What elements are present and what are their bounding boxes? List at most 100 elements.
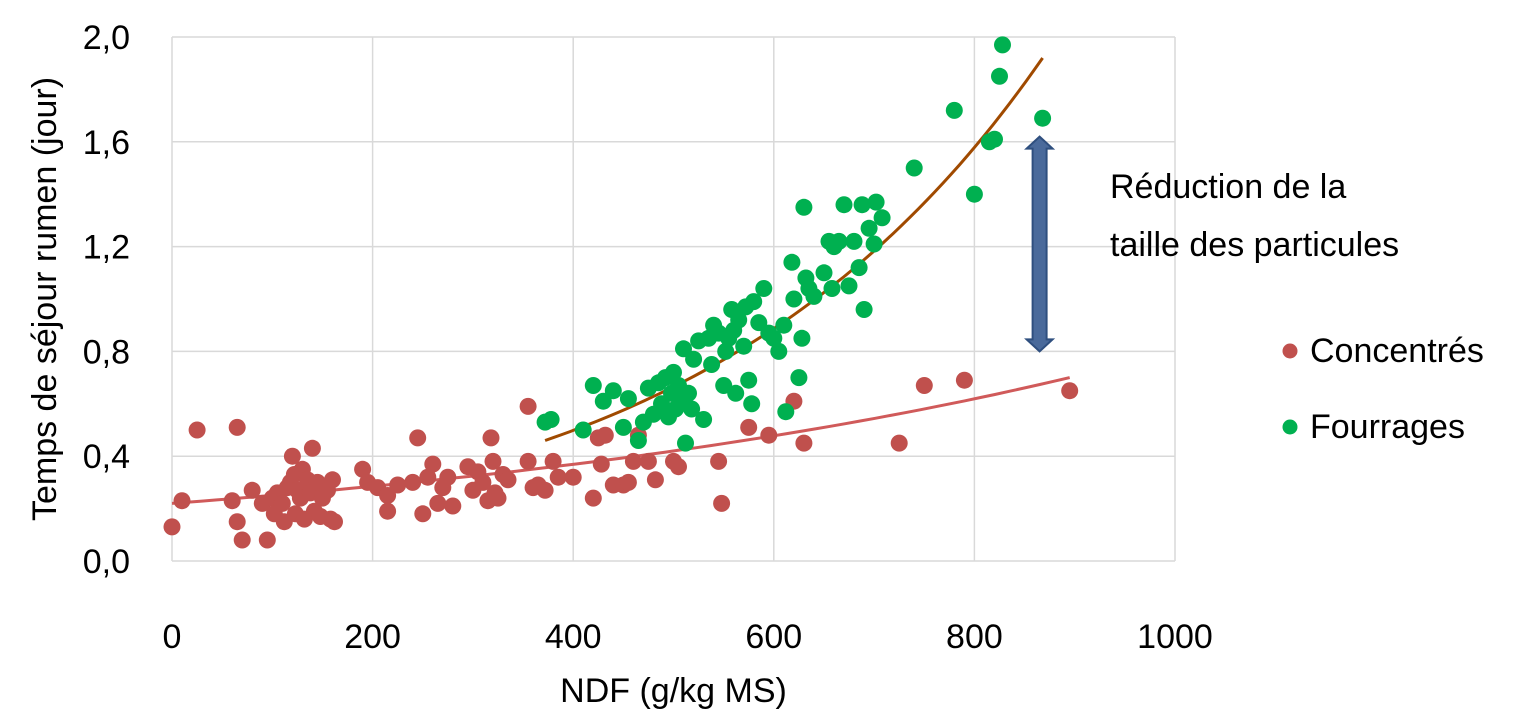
- data-point: [835, 196, 853, 214]
- data-points: [163, 36, 1079, 549]
- data-point: [845, 232, 863, 250]
- data-point: [484, 452, 502, 470]
- data-point: [584, 489, 602, 507]
- data-point: [243, 481, 261, 499]
- data-point: [549, 468, 567, 486]
- data-point: [713, 494, 731, 512]
- legend-marker-1: [1282, 343, 1298, 359]
- data-point: [905, 159, 923, 177]
- data-point: [228, 513, 246, 531]
- x-tick-label: 800: [946, 618, 1003, 656]
- data-point: [379, 487, 397, 504]
- data-point: [574, 421, 592, 439]
- data-point: [865, 235, 883, 253]
- data-point: [755, 280, 773, 297]
- data-point: [324, 471, 341, 489]
- data-point: [994, 36, 1011, 54]
- data-point: [795, 434, 813, 452]
- data-point: [955, 371, 973, 389]
- data-point: [770, 342, 788, 360]
- data-point: [604, 382, 622, 400]
- y-tick-label: 1,2: [83, 229, 130, 267]
- data-point: [519, 452, 537, 470]
- data-point: [414, 505, 432, 523]
- data-point: [629, 432, 647, 449]
- x-axis-title: NDF (g/kg MS): [560, 672, 787, 710]
- data-point: [439, 468, 457, 486]
- data-point: [542, 411, 560, 428]
- data-point: [163, 518, 181, 536]
- data-point: [499, 471, 517, 489]
- data-point: [409, 429, 427, 447]
- data-point: [188, 421, 206, 439]
- gridlines: [171, 36, 1176, 562]
- y-tick-label: 1,6: [83, 124, 130, 162]
- data-point: [544, 452, 562, 470]
- data-point: [840, 277, 858, 295]
- data-point: [489, 489, 507, 507]
- data-point: [695, 411, 713, 428]
- data-point: [683, 400, 701, 418]
- data-point: [564, 468, 582, 486]
- data-point: [283, 447, 301, 465]
- data-point: [326, 513, 343, 531]
- data-point: [233, 531, 251, 549]
- data-point: [424, 455, 442, 473]
- data-point: [536, 481, 554, 499]
- data-point: [717, 342, 735, 360]
- y-axis-title: Temps de séjour rumen (jour): [26, 77, 64, 521]
- data-point: [793, 329, 811, 347]
- data-point: [777, 403, 795, 421]
- data-point: [830, 232, 848, 250]
- data-point: [855, 301, 873, 318]
- data-point: [710, 452, 728, 470]
- data-point: [867, 193, 885, 211]
- data-point: [727, 384, 745, 402]
- data-point: [765, 329, 783, 347]
- x-tick-label: 600: [745, 618, 802, 656]
- x-tick-label: 400: [545, 618, 602, 656]
- data-point: [1061, 382, 1079, 400]
- data-point: [945, 101, 963, 119]
- data-point: [860, 219, 878, 237]
- data-point: [675, 340, 692, 358]
- data-point: [853, 196, 871, 214]
- data-point: [680, 384, 697, 402]
- data-point: [379, 502, 397, 520]
- data-point: [965, 185, 983, 203]
- data-point: [223, 492, 241, 510]
- x-tick-label: 200: [344, 618, 401, 656]
- data-point: [815, 264, 833, 282]
- data-point: [619, 473, 637, 491]
- double-arrow-icon: [1024, 135, 1056, 353]
- data-point: [596, 426, 614, 444]
- annotation: Réduction de la taille des particules: [1024, 135, 1399, 353]
- data-point: [614, 418, 632, 436]
- data-point: [228, 418, 246, 436]
- data-point: [677, 434, 694, 452]
- annotation-line-1: Réduction de la: [1110, 168, 1346, 206]
- y-tick-label: 0,4: [83, 438, 130, 476]
- data-point: [354, 460, 372, 478]
- data-point: [745, 293, 763, 311]
- data-point: [795, 198, 813, 216]
- trend-line-2: [544, 57, 1044, 442]
- data-point: [258, 531, 276, 549]
- data-point: [775, 316, 793, 334]
- data-point: [482, 429, 500, 447]
- data-point: [783, 253, 801, 271]
- data-point: [805, 287, 823, 305]
- data-point: [915, 377, 933, 394]
- data-point: [474, 473, 492, 491]
- data-point: [785, 290, 803, 308]
- data-point: [735, 337, 753, 355]
- legend: Concentrés Fourrages: [1282, 332, 1484, 446]
- data-point: [619, 390, 637, 408]
- data-point: [1034, 109, 1052, 127]
- data-point: [670, 458, 687, 476]
- data-point: [173, 492, 191, 510]
- data-point: [740, 371, 758, 389]
- data-point: [273, 494, 291, 512]
